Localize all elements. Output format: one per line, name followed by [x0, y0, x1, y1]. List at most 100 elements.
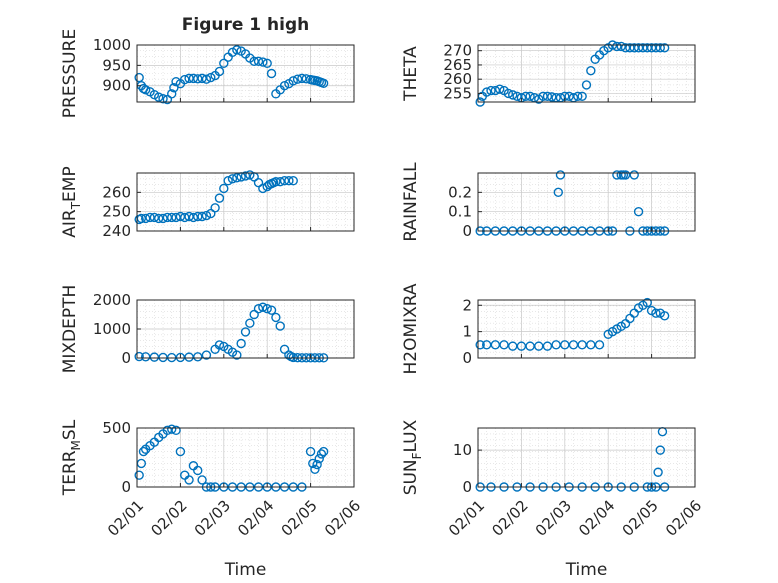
y-axis-label-subscript: F — [410, 452, 424, 459]
axes-box — [136, 44, 355, 103]
x-tick-label: 02/01 — [104, 497, 147, 540]
x-tick-label: 02/06 — [321, 497, 364, 540]
x-axis-label: Time — [565, 560, 608, 580]
subplot-terr_msl: 0 500 02/01 02/02 02/03 02/04 02/05 02/06 Time TE… — [60, 419, 364, 580]
data-point — [245, 318, 255, 328]
data-point — [612, 41, 622, 52]
y-tick-label: 0.2 — [448, 183, 472, 201]
x-tick-label: 02/03 — [191, 497, 234, 540]
x-tick-label: 02/01 — [445, 497, 488, 540]
y-axis-label-main: THETA — [401, 46, 421, 102]
data-point — [508, 90, 518, 100]
data-point — [214, 66, 225, 77]
data-point — [153, 92, 164, 102]
data-point — [288, 176, 298, 186]
y-tick-label: 500 — [102, 419, 131, 437]
x-tick-label: 02/04 — [234, 497, 277, 540]
data-point — [573, 91, 583, 102]
data-point — [642, 297, 652, 308]
data-point — [197, 73, 207, 84]
x-tick-label: 02/02 — [488, 497, 531, 540]
data-point — [284, 176, 294, 186]
y-tick-label: 0 — [462, 478, 472, 496]
data-point — [555, 170, 566, 180]
y-tick-label: 1000 — [93, 320, 131, 338]
subplot-h2omixra: 0 1 2 H2OMIXRA — [401, 283, 696, 375]
y-tick-label: 0.1 — [448, 203, 472, 221]
y-axis-label-main: PRESSURE — [60, 29, 80, 118]
y-tick-label: 2000 — [93, 291, 131, 309]
y-axis-label-main: MIXDEPTH — [60, 285, 80, 374]
data-point — [134, 351, 144, 362]
data-point — [308, 458, 318, 469]
data-point — [167, 89, 177, 99]
y-axis-label: SUNFLUX — [401, 419, 424, 495]
data-point — [232, 173, 242, 183]
y-tick-label: 0 — [121, 478, 131, 496]
data-point — [258, 302, 268, 312]
y-axis-label: PRESSURE — [60, 29, 80, 118]
data-point — [140, 85, 151, 95]
data-point — [223, 176, 233, 186]
data-point — [288, 76, 298, 86]
data-point — [149, 212, 160, 223]
data-point — [312, 459, 322, 470]
data-point — [538, 91, 548, 102]
data-point — [158, 94, 168, 104]
data-point — [197, 475, 207, 485]
y-axis-label-tail: LUX — [401, 419, 421, 452]
data-point — [240, 327, 251, 337]
subplot-pressure: 900 950 1000 PRESSURE — [60, 29, 355, 118]
x-tick-label: 02/05 — [619, 497, 662, 540]
data-point — [481, 87, 492, 97]
data-point — [542, 341, 553, 351]
data-point — [240, 171, 251, 181]
data-point — [206, 72, 216, 83]
data-point — [655, 43, 665, 53]
data-point — [193, 211, 203, 222]
data-point — [262, 58, 272, 69]
y-axis-label-subscript: M — [69, 440, 83, 450]
y-tick-label: 1000 — [93, 36, 131, 54]
data-point — [214, 193, 225, 203]
y-axis-label-main: SUN — [401, 459, 421, 495]
y-tick-label: 265 — [443, 56, 472, 74]
data-point — [486, 85, 496, 96]
y-axis-label: RAINFALL — [401, 162, 421, 242]
y-axis-label-main: H2OMIXRA — [401, 283, 421, 374]
data-point — [633, 206, 644, 217]
data-point — [253, 56, 264, 66]
y-tick-label: 0 — [462, 349, 472, 367]
subplot-mixdepth: 0 1000 2000 MIXDEPTH — [60, 285, 355, 374]
axes-box — [477, 427, 696, 488]
data-point — [214, 340, 225, 350]
x-tick-label: 02/06 — [662, 497, 705, 540]
data-point — [175, 446, 186, 457]
data-point — [245, 170, 255, 180]
data-point — [305, 446, 316, 457]
y-axis-label-subscript: T — [69, 201, 83, 210]
subplot-rainfall: 00.1 0.2 RAINFALL — [401, 162, 696, 242]
data-point — [193, 352, 203, 362]
data-point — [288, 352, 298, 363]
y-tick-label: 0 — [462, 222, 472, 240]
axes-box — [477, 44, 696, 103]
data-point — [616, 41, 626, 52]
y-tick-label: 10 — [453, 441, 472, 459]
y-tick-label: 250 — [102, 203, 131, 221]
data-point — [651, 308, 661, 318]
y-tick-label: 950 — [102, 56, 131, 74]
data-point — [655, 445, 665, 455]
data-point — [586, 65, 596, 76]
data-point — [193, 465, 203, 476]
x-tick-label: 02/03 — [532, 497, 575, 540]
data-point — [138, 446, 149, 457]
data-point — [275, 176, 285, 187]
data-point — [542, 91, 553, 102]
data-point — [188, 212, 199, 223]
data-point — [475, 340, 485, 350]
data-point — [316, 449, 327, 459]
data-point — [266, 305, 277, 315]
figure-title: Figure 1 high — [182, 15, 310, 35]
